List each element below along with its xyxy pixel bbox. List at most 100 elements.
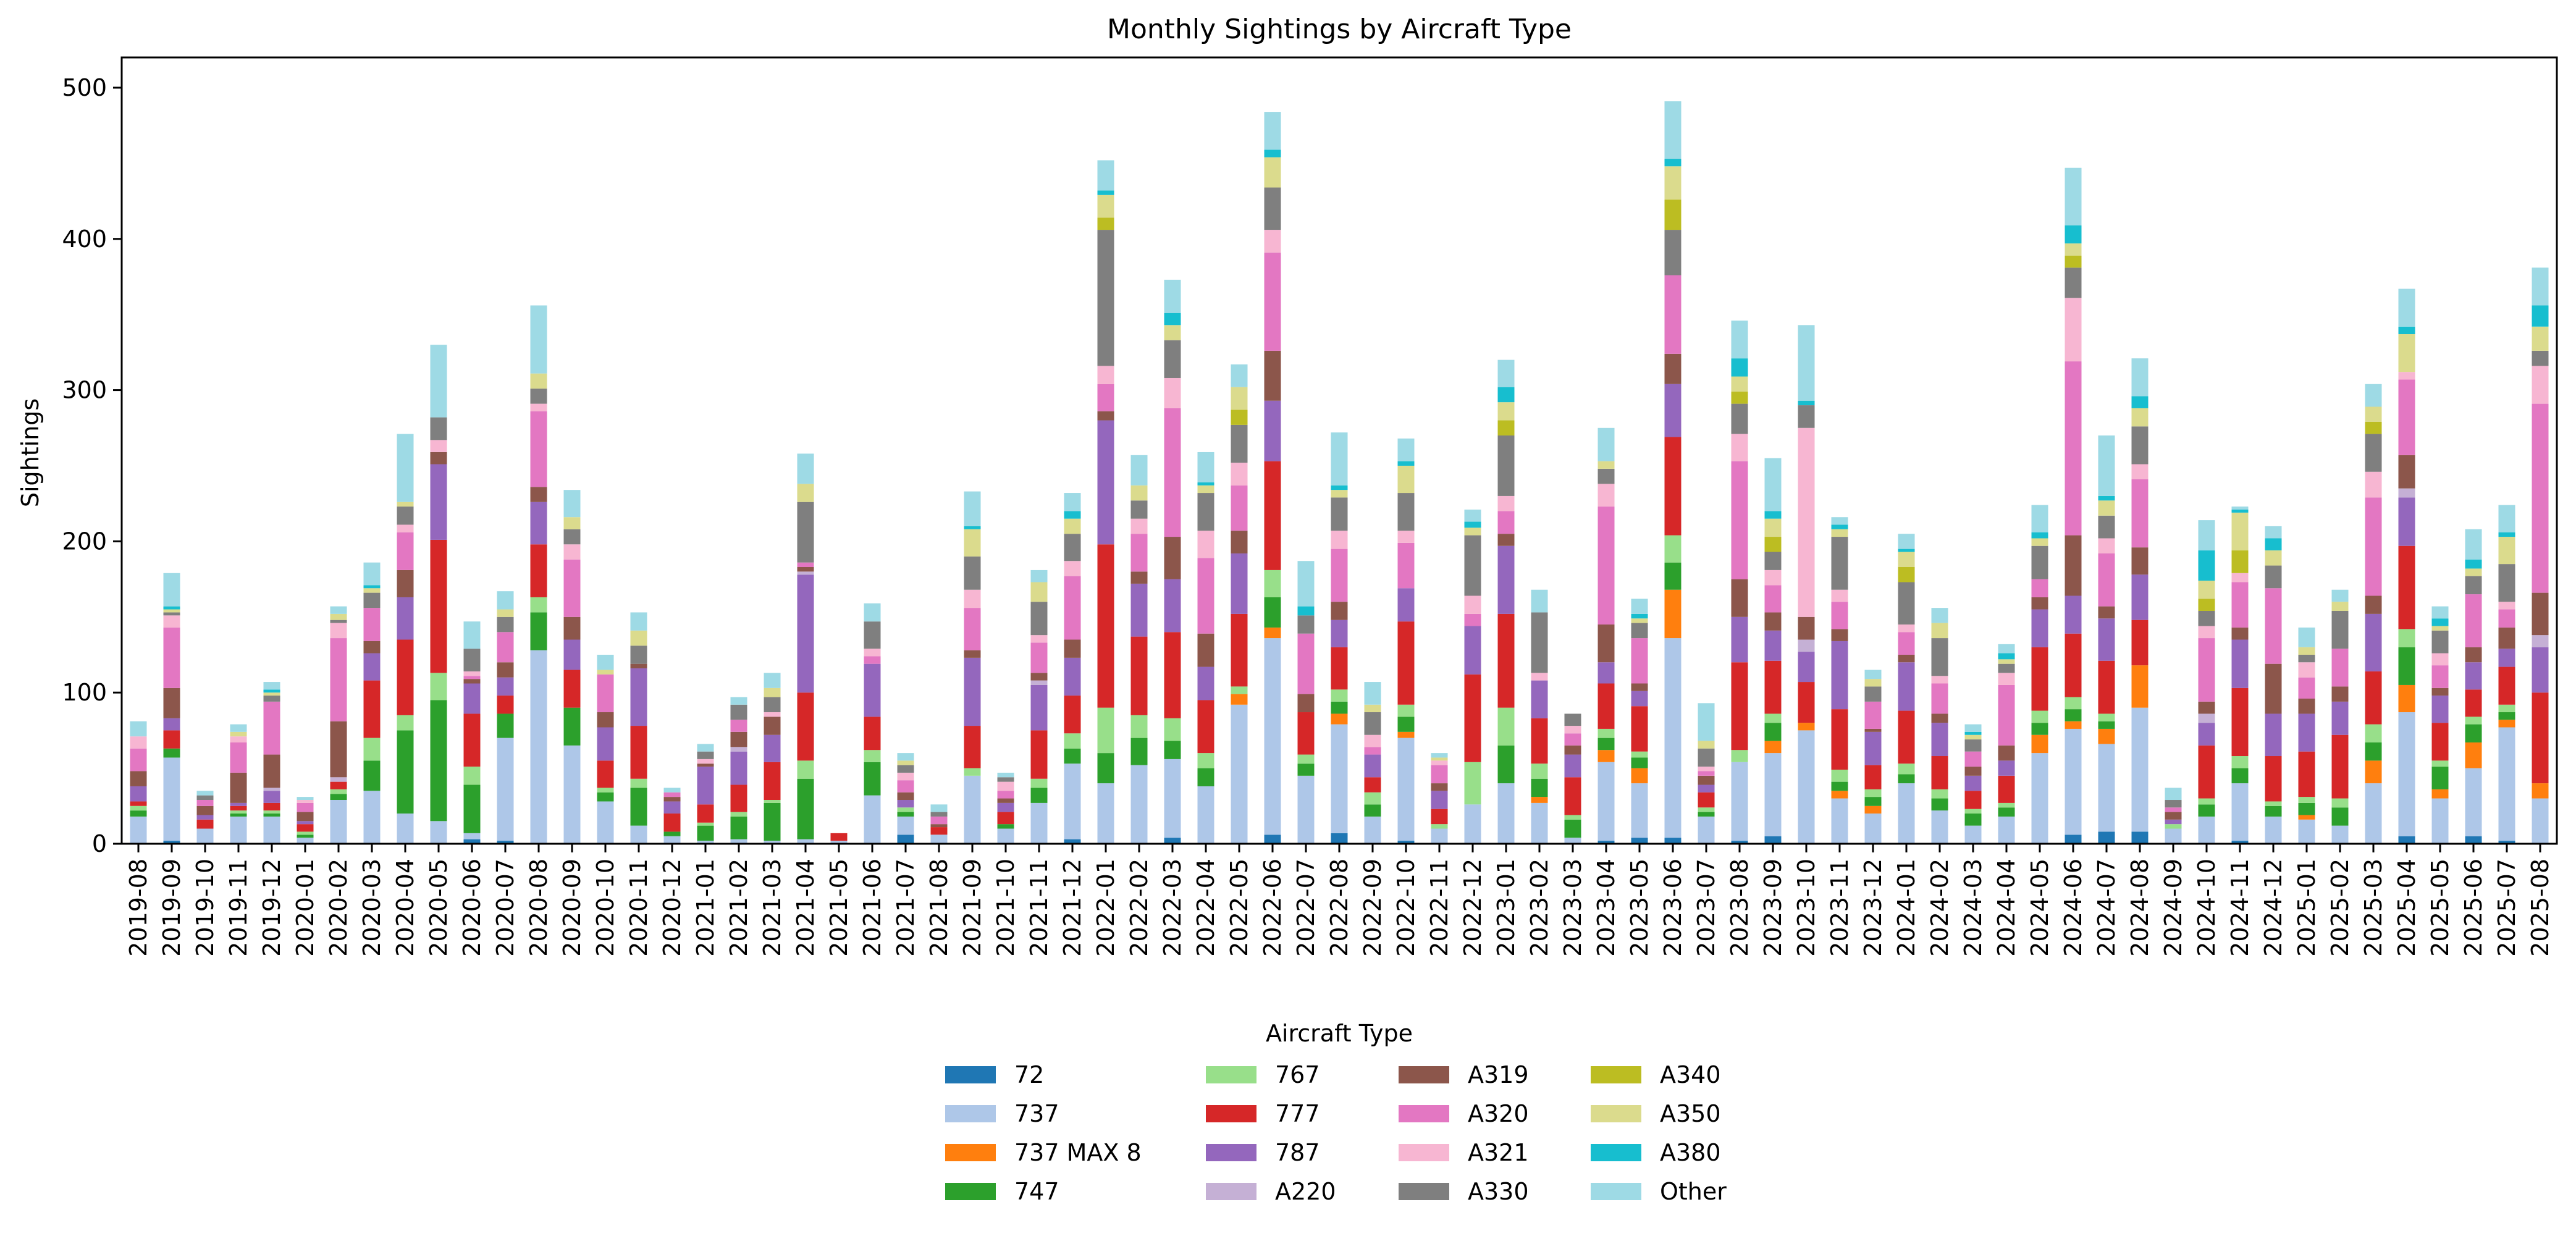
bar-segment bbox=[2498, 564, 2515, 602]
x-tick-label: 2020-01 bbox=[292, 859, 319, 957]
bar-segment bbox=[1431, 791, 1448, 809]
bar-segment bbox=[497, 738, 514, 841]
bar-segment bbox=[2298, 815, 2315, 820]
bar-segment bbox=[563, 529, 581, 545]
bar-segment bbox=[1030, 570, 1048, 582]
legend-swatch bbox=[945, 1183, 996, 1200]
bar-segment bbox=[1831, 589, 1848, 602]
bar-segment bbox=[1264, 461, 1281, 570]
x-tick-label: 2025-01 bbox=[2293, 859, 2320, 957]
bar-segment bbox=[1030, 730, 1048, 779]
x-tick-label: 2023-08 bbox=[1726, 859, 1753, 957]
bar-segment bbox=[1597, 762, 1615, 841]
x-tick-label: 2023-12 bbox=[1859, 859, 1887, 957]
bar-segment bbox=[864, 603, 881, 622]
x-tick-label: 2020-08 bbox=[525, 859, 552, 957]
bar-segment bbox=[263, 788, 280, 791]
bar-segment bbox=[964, 775, 981, 844]
legend-swatch bbox=[1399, 1183, 1449, 1200]
bar-segment bbox=[1831, 709, 1848, 770]
bar-segment bbox=[1030, 778, 1048, 788]
bar-segment bbox=[2365, 613, 2382, 671]
bar-segment bbox=[1798, 427, 1815, 617]
bar-segment bbox=[697, 804, 714, 823]
bar-segment bbox=[230, 736, 247, 742]
bar-segment bbox=[1164, 741, 1181, 759]
bar-segment bbox=[2298, 713, 2315, 752]
legend: Aircraft Type 72 737 737 MAX 8 747 767 777 787… bbox=[945, 1020, 1727, 1205]
bar-segment bbox=[764, 712, 781, 717]
bar-segment bbox=[2265, 663, 2282, 714]
bar-segment bbox=[1864, 797, 1882, 806]
bar-segment bbox=[764, 673, 781, 688]
bar-segment bbox=[397, 434, 414, 502]
bar-segment bbox=[1364, 734, 1381, 747]
bar-segment bbox=[864, 750, 881, 762]
x-tick-label: 2025-05 bbox=[2427, 859, 2454, 957]
bar-segment bbox=[363, 585, 381, 589]
bar-segment bbox=[2398, 497, 2415, 546]
bar-segment bbox=[2532, 783, 2549, 799]
bar-segment bbox=[1931, 683, 1948, 714]
bar-segment bbox=[530, 411, 547, 487]
x-tick-label: 2023-10 bbox=[1793, 859, 1820, 957]
bar-segment bbox=[1597, 750, 1615, 762]
bar-segment bbox=[163, 730, 180, 749]
bar-segment bbox=[1831, 629, 1848, 641]
bar-segment bbox=[163, 687, 180, 718]
plot-frame bbox=[120, 56, 2558, 845]
bar-segment bbox=[1731, 320, 1748, 359]
bar-segment bbox=[2198, 638, 2215, 702]
bar-segment bbox=[1397, 531, 1415, 543]
bar-segment bbox=[1164, 579, 1181, 633]
bar-segment bbox=[1531, 802, 1548, 844]
bar-segment bbox=[1064, 748, 1081, 764]
bar-segment bbox=[230, 805, 247, 811]
bar-segment bbox=[2398, 545, 2415, 629]
bar-segment bbox=[130, 816, 147, 844]
bar-segment bbox=[2331, 649, 2349, 687]
bar-segment bbox=[430, 821, 447, 844]
bar-segment bbox=[1698, 812, 1715, 817]
legend-title: Aircraft Type bbox=[1266, 1020, 1413, 1047]
bar-segment bbox=[1531, 797, 1548, 803]
bar-segment bbox=[2131, 574, 2149, 620]
bar-segment bbox=[1397, 717, 1415, 732]
bar-segment bbox=[930, 804, 948, 812]
bar-segment bbox=[1931, 608, 1948, 623]
bar-segment bbox=[2098, 500, 2115, 516]
bar-segment bbox=[230, 772, 247, 803]
bar-segment bbox=[263, 689, 280, 693]
bar-segment bbox=[1164, 279, 1181, 313]
bar-segment bbox=[764, 697, 781, 713]
x-tick-label: 2022-01 bbox=[1092, 859, 1119, 957]
bar-segment bbox=[330, 620, 347, 623]
bar-segment bbox=[797, 839, 814, 844]
bar-segment bbox=[2198, 804, 2215, 817]
bar-segment bbox=[1197, 633, 1214, 667]
bar-segment bbox=[997, 791, 1014, 799]
bar-segment bbox=[2065, 361, 2082, 536]
x-tick-label: 2022-12 bbox=[1459, 859, 1486, 957]
bar-segment bbox=[1097, 420, 1114, 545]
bar-segment bbox=[1998, 684, 2015, 746]
bar-segment bbox=[297, 824, 314, 832]
bar-segment bbox=[2065, 721, 2082, 729]
bar-segment bbox=[2098, 618, 2115, 661]
legend-label: 767 bbox=[1275, 1061, 1320, 1088]
bar-segment bbox=[1364, 682, 1381, 705]
bar-segment bbox=[2331, 589, 2349, 602]
bar-segment bbox=[363, 791, 381, 844]
bar-segment bbox=[1798, 723, 1815, 731]
bar-segment bbox=[2265, 805, 2282, 817]
x-tick-label: 2024-11 bbox=[2226, 859, 2254, 957]
bar-segment bbox=[497, 713, 514, 738]
bar-segment bbox=[1764, 630, 1782, 661]
bar-segment bbox=[730, 747, 747, 752]
bar-segment bbox=[1197, 531, 1214, 558]
bar-segment bbox=[463, 676, 481, 679]
bar-segment bbox=[1864, 701, 1882, 729]
bar-segment bbox=[2198, 581, 2215, 599]
bar-segment bbox=[2465, 836, 2482, 844]
x-tick-label: 2020-07 bbox=[492, 859, 519, 957]
